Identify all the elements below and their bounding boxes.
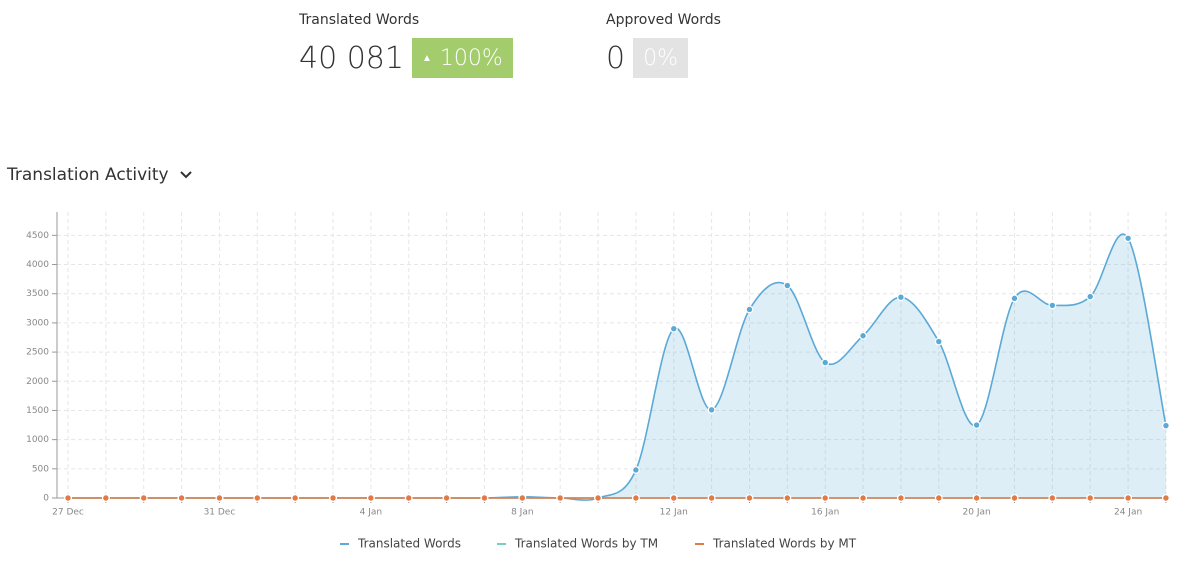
point [518, 494, 527, 502]
point [1048, 494, 1057, 502]
point [1048, 301, 1057, 310]
y-tick-label: 1000 [26, 435, 49, 445]
x-tick-label: 8 Jan [511, 508, 533, 518]
section-title[interactable]: Translation Activity [7, 165, 169, 185]
point [745, 305, 754, 314]
point [934, 337, 943, 346]
stat-value: 0 [606, 40, 626, 76]
stat-label: Approved Words [606, 12, 721, 28]
point [897, 293, 905, 302]
y-tick-label: 3000 [26, 318, 49, 328]
legend: Translated Words Translated Words by TM Tr… [340, 537, 857, 551]
badge-text: 0% [643, 45, 678, 71]
point [1162, 421, 1170, 430]
y-tick-label: 0 [43, 494, 49, 504]
x-tick-label: 12 Jan [660, 508, 688, 518]
point [64, 494, 72, 502]
point [101, 494, 110, 502]
point [1124, 234, 1132, 243]
x-tick-label: 20 Jan [963, 508, 991, 518]
point [972, 494, 981, 502]
x-tick-label: 31 Dec [204, 508, 236, 518]
point [669, 324, 678, 333]
y-tick-label: 2500 [26, 348, 49, 358]
point [783, 281, 792, 290]
point [1124, 494, 1132, 502]
y-tick-label: 3500 [26, 289, 49, 299]
x-tick-label: 16 Jan [811, 508, 839, 518]
point [1086, 292, 1095, 301]
chevron-icon[interactable] [179, 170, 193, 180]
point [1010, 294, 1019, 303]
legend-label: Translated Words by TM [514, 537, 658, 551]
y-tick-label: 2000 [26, 377, 49, 387]
point [669, 494, 678, 502]
point [329, 494, 337, 502]
point [934, 494, 943, 502]
point [632, 466, 640, 474]
point [859, 331, 867, 340]
point [707, 494, 716, 502]
point [139, 494, 148, 502]
point [404, 494, 413, 502]
point [1010, 494, 1019, 502]
point [821, 494, 830, 502]
point [594, 494, 602, 502]
point [745, 494, 754, 502]
legend-label: Translated Words [357, 537, 461, 551]
point [1162, 494, 1170, 502]
stat-badge: 0% [633, 38, 688, 78]
stat-approved: Approved Words 0 0% [606, 12, 721, 78]
legend-label: Translated Words by MT [712, 537, 857, 551]
point [897, 494, 905, 502]
point [972, 421, 981, 429]
stat-label: Translated Words [299, 12, 420, 28]
y-tick-label: 1500 [26, 406, 49, 416]
point [442, 494, 451, 502]
point [215, 494, 224, 502]
y-tick-label: 4500 [26, 231, 49, 241]
point [556, 494, 565, 502]
point [632, 494, 640, 502]
y-tick-label: 500 [32, 464, 49, 474]
point [821, 358, 830, 367]
badge-text: 100% [439, 45, 503, 71]
point [1086, 494, 1095, 502]
stat-badge: ▲ 100% [411, 38, 513, 78]
x-tick-label: 27 Dec [52, 508, 84, 518]
y-tick-label: 4000 [26, 260, 49, 270]
point [859, 494, 867, 502]
point [480, 494, 489, 502]
point [366, 494, 375, 502]
point [253, 494, 262, 502]
area [68, 234, 1166, 501]
point [291, 494, 300, 502]
point [707, 405, 716, 414]
section-heading[interactable]: Translation Activity [7, 165, 193, 185]
stat-translated: Translated Words 40 081 ▲ 100% [299, 12, 513, 78]
stat-value: 40 081 [299, 40, 404, 76]
x-tick-label: 24 Jan [1114, 508, 1142, 518]
x-tick-label: 4 Jan [360, 508, 382, 518]
point [177, 494, 186, 502]
point [783, 494, 792, 502]
